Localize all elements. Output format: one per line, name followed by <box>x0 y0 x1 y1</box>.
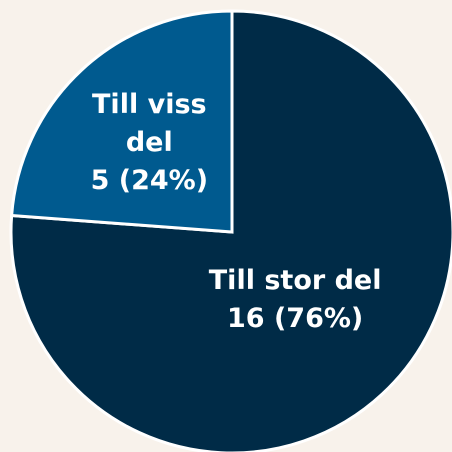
slice-value: 16 (76%) <box>226 303 364 335</box>
slice-name: Till stor del <box>208 265 382 297</box>
pie-slice <box>10 9 234 234</box>
pie-slice <box>9 9 452 452</box>
slice-value: 5 (24%) <box>90 164 209 196</box>
slice-name: Till viss del <box>92 88 207 158</box>
slice-label: Till stor del 16 (76%) <box>185 262 405 338</box>
slice-label: Till viss del 5 (24%) <box>79 86 219 200</box>
